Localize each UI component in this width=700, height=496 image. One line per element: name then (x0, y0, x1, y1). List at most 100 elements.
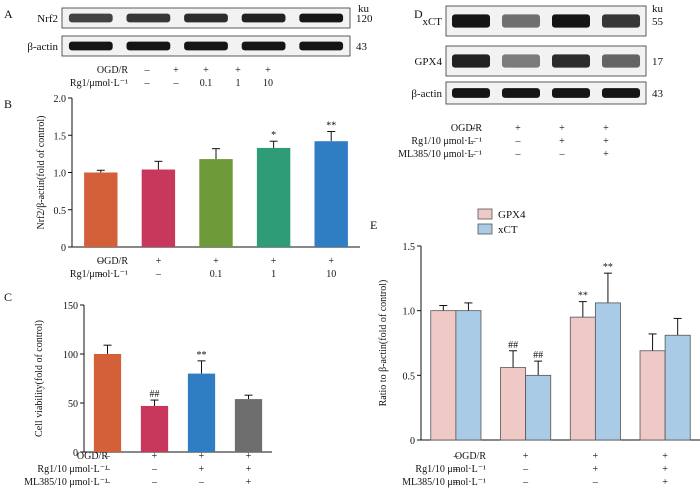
y-tick-label: 1.0 (403, 307, 416, 318)
blot-band (68, 13, 113, 23)
condition-value: + (156, 256, 162, 267)
blot-band (452, 14, 490, 28)
condition-value: 0.1 (200, 78, 213, 89)
condition-value: 0.1 (210, 269, 223, 280)
condition-value: – (104, 477, 111, 488)
bar (84, 172, 118, 247)
condition-value: – (592, 477, 599, 488)
condition-value: + (246, 464, 252, 475)
significance-mark: ** (603, 262, 613, 273)
condition-value: + (593, 464, 599, 475)
condition-value: – (522, 477, 529, 488)
condition-label: OGD/R (97, 65, 128, 76)
condition-value: + (199, 451, 205, 462)
condition-value: + (662, 451, 668, 462)
y-tick-label: 1.5 (54, 131, 67, 142)
bar (199, 159, 233, 247)
bar (93, 354, 122, 452)
condition-value: + (271, 256, 277, 267)
bar-xCT (594, 302, 621, 441)
y-tick-label: 1.0 (54, 169, 67, 180)
condition-value: + (152, 451, 158, 462)
legend-swatch (477, 223, 493, 235)
condition-value: – (452, 451, 459, 462)
blot-band (241, 41, 286, 51)
condition-value: 1 (271, 269, 276, 280)
blot-ku-value: 120 (356, 13, 373, 25)
legend-label: xCT (498, 224, 518, 236)
blot-band (126, 41, 171, 51)
blot-protein-label: Nrf2 (37, 13, 58, 25)
condition-value: + (246, 451, 252, 462)
condition-label: Rg1/μmol·L⁻¹ (70, 78, 128, 89)
blot-ku-value: 17 (652, 56, 664, 68)
bar-xCT (525, 374, 552, 441)
blot-band (452, 54, 490, 68)
condition-value: + (203, 65, 209, 76)
panel-letter-E: E (370, 218, 377, 232)
significance-mark: ** (326, 121, 336, 132)
condition-value: – (144, 78, 151, 89)
condition-label: OGD/R (455, 451, 486, 462)
panel-letter-B: B (4, 97, 12, 111)
condition-value: – (515, 149, 522, 160)
condition-value: – (151, 464, 158, 475)
condition-value: – (104, 464, 111, 475)
condition-value: + (603, 123, 609, 134)
condition-value: + (199, 464, 205, 475)
bar-GPX4 (569, 316, 596, 441)
condition-value: – (97, 269, 104, 280)
panel-letter-C: C (4, 290, 12, 304)
condition-label: ML385/10 μmol·L⁻¹ (398, 149, 482, 160)
blot-band (299, 41, 344, 51)
condition-value: + (173, 65, 179, 76)
y-tick-label: 100 (63, 350, 78, 361)
condition-label: Rg1/10 μmol·L⁻¹ (411, 136, 482, 147)
condition-value: – (452, 477, 459, 488)
condition-value: 1 (236, 78, 241, 89)
condition-value: – (452, 464, 459, 475)
blot-band (552, 14, 590, 28)
condition-value: + (593, 451, 599, 462)
condition-value: + (559, 136, 565, 147)
y-tick-label: 0 (61, 243, 66, 254)
condition-value: + (213, 256, 219, 267)
ku-label: ku (358, 3, 370, 15)
condition-value: + (328, 256, 334, 267)
condition-value: – (559, 149, 566, 160)
condition-value: – (198, 477, 205, 488)
legend-swatch (477, 208, 493, 220)
condition-value: – (144, 65, 151, 76)
bar (314, 141, 348, 247)
condition-value: + (559, 123, 565, 134)
y-tick-label: 1.5 (403, 242, 416, 253)
condition-value: – (104, 451, 111, 462)
blot-band (184, 13, 228, 23)
y-tick-label: 0.5 (403, 371, 416, 382)
bar (256, 147, 291, 247)
blot-frame (445, 81, 647, 105)
bar (187, 373, 216, 452)
significance-mark: ** (578, 291, 588, 302)
blot-band (184, 41, 228, 51)
y-axis-label: Ratio to β-actin(fold of control) (378, 280, 389, 407)
significance-mark: * (271, 130, 276, 141)
condition-label: ML385/10 μmol·L⁻¹ (402, 477, 486, 488)
condition-value: + (235, 65, 241, 76)
panel-letter-A: A (4, 7, 13, 21)
significance-mark: ## (508, 340, 518, 351)
condition-value: 10 (263, 78, 273, 89)
bar-GPX4 (500, 367, 527, 441)
condition-value: – (470, 123, 477, 134)
y-tick-label: 0 (73, 448, 78, 459)
blot-protein-label: GPX4 (414, 56, 442, 68)
condition-value: – (97, 256, 104, 267)
condition-value: – (470, 136, 477, 147)
condition-value: + (662, 464, 668, 475)
significance-mark: ** (197, 350, 207, 361)
condition-value: + (523, 451, 529, 462)
y-tick-label: 0 (410, 436, 415, 447)
blot-band (452, 88, 490, 98)
blot-band (502, 14, 540, 28)
